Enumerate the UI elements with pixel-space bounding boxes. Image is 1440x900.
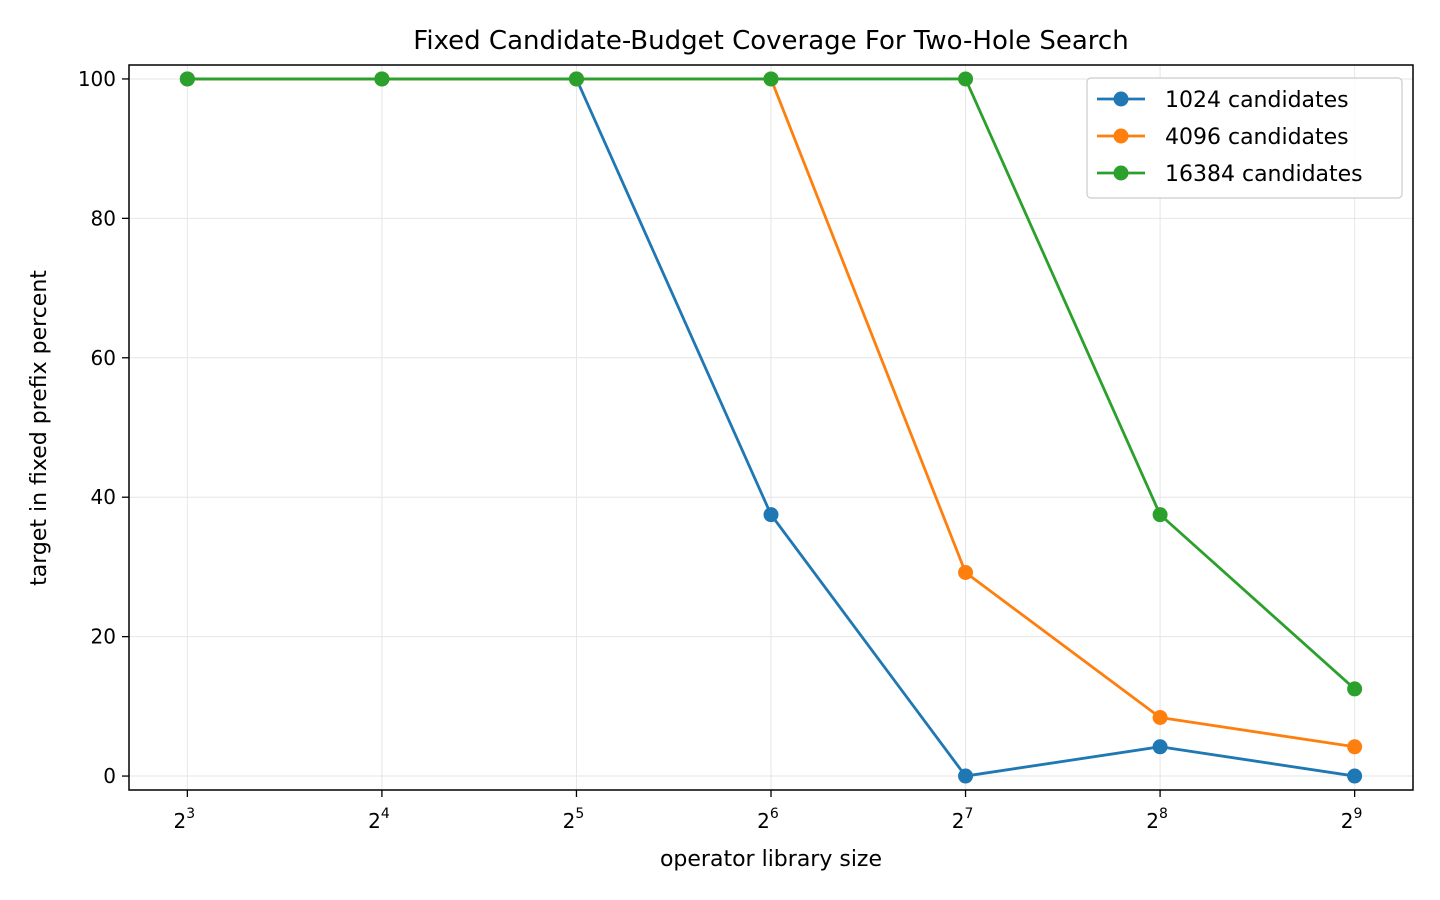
grid-layer — [129, 65, 1413, 790]
legend-swatch-marker — [1113, 165, 1129, 181]
data-point — [1347, 768, 1363, 784]
x-tick-label: 23 — [174, 806, 196, 833]
legend-swatch-marker — [1113, 128, 1129, 144]
x-tick-label: 24 — [368, 806, 390, 833]
y-tick-label: 80 — [91, 206, 116, 230]
legend-label: 16384 candidates — [1165, 162, 1363, 187]
x-tick-label: 28 — [1146, 806, 1168, 833]
data-point — [1152, 739, 1168, 755]
legend-label: 4096 candidates — [1165, 125, 1349, 150]
data-point — [568, 71, 584, 87]
data-point — [1152, 710, 1168, 725]
chart-title: Fixed Candidate-Budget Coverage For Two-… — [413, 26, 1128, 56]
data-point — [958, 71, 974, 87]
y-tick-label: 100 — [78, 67, 116, 91]
data-point — [374, 71, 390, 87]
x-tick-label: 29 — [1341, 806, 1363, 833]
data-point — [1152, 507, 1168, 523]
x-axis-label: operator library size — [660, 847, 882, 872]
data-point — [179, 71, 195, 87]
series-layer — [179, 71, 1363, 784]
legend: 1024 candidates 4096 candidates 16384 cand… — [1086, 77, 1403, 199]
x-tick-label: 26 — [757, 806, 779, 833]
x-tick-label: 27 — [952, 806, 974, 833]
x-tick-label: 25 — [563, 806, 585, 833]
data-point — [1347, 739, 1363, 755]
legend-box — [1086, 77, 1403, 199]
y-tick-label: 60 — [91, 346, 116, 370]
y-tick-label: 40 — [91, 485, 116, 509]
data-point — [958, 768, 974, 784]
legend-swatch-marker — [1113, 91, 1129, 107]
data-point — [1347, 681, 1363, 697]
data-point — [958, 565, 974, 580]
tick-layer: 23 24 25 26 27 28 29 0 20 40 60 80 100 — [78, 67, 1363, 833]
y-tick-label: 20 — [91, 625, 116, 649]
data-point — [763, 507, 779, 523]
y-tick-label: 0 — [103, 764, 116, 788]
y-axis-label: target in fixed prefix percent — [27, 270, 52, 586]
legend-label: 1024 candidates — [1165, 88, 1349, 113]
data-point — [763, 71, 779, 87]
